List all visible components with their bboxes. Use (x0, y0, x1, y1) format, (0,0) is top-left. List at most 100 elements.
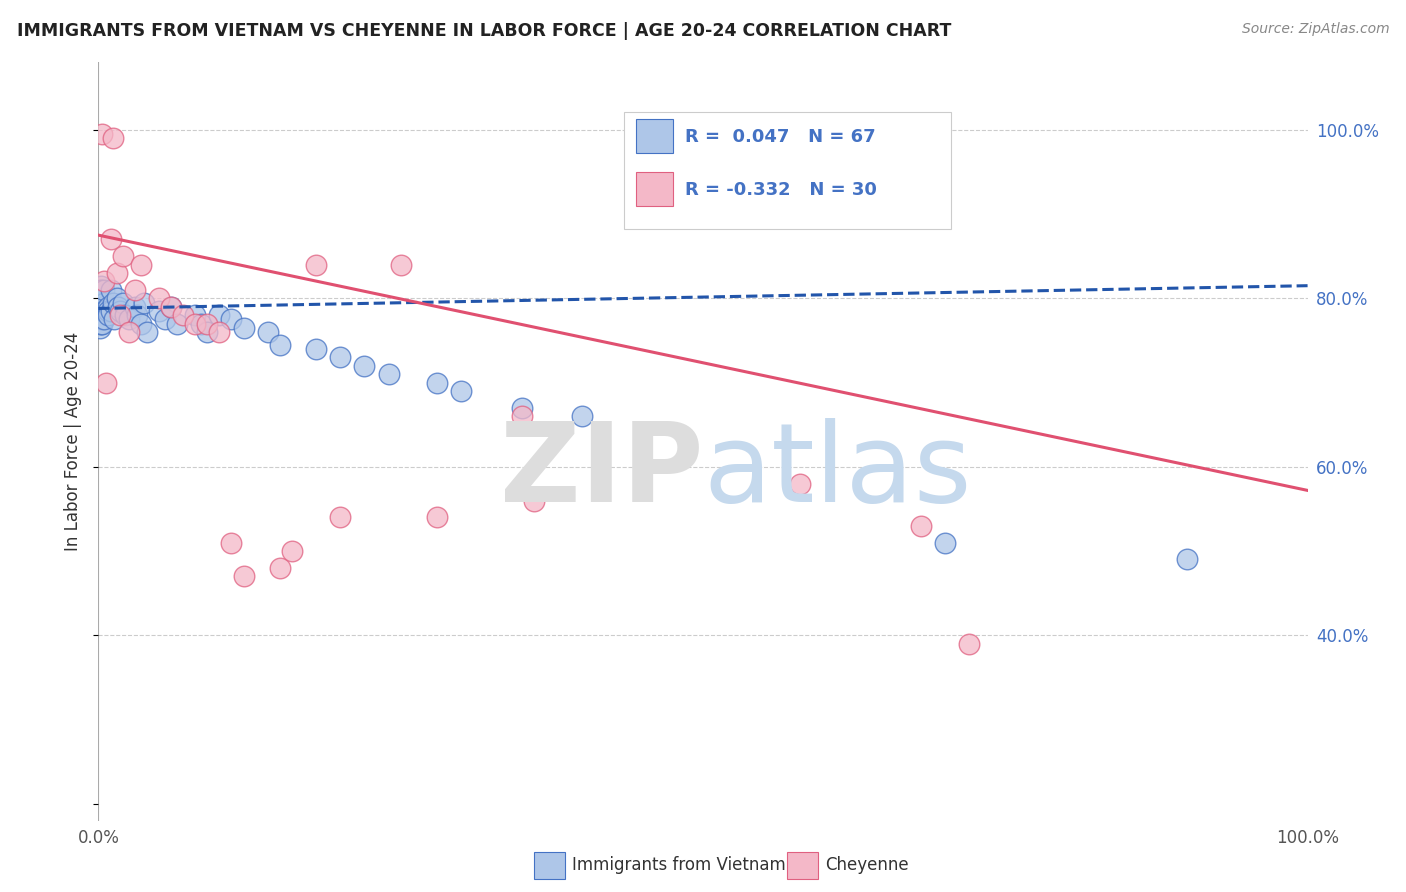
Point (281, 544, 304, 558)
Point (91, 127, 114, 141)
Point (90, 278, 112, 293)
Text: atlas: atlas (703, 418, 972, 525)
FancyBboxPatch shape (637, 172, 672, 206)
Point (100, 304, 122, 318)
Point (111, 249, 134, 263)
Point (1175, 552, 1198, 566)
Point (208, 325, 231, 339)
Point (957, 637, 980, 651)
Point (118, 312, 141, 326)
Point (127, 308, 149, 322)
Point (148, 291, 170, 305)
Point (111, 295, 134, 310)
Point (148, 304, 170, 318)
Point (89, 287, 111, 301)
Point (91, 317, 114, 331)
Point (89, 304, 111, 318)
Point (90, 308, 112, 322)
Point (90, 312, 112, 326)
Point (232, 569, 254, 583)
FancyBboxPatch shape (637, 120, 672, 153)
Point (103, 312, 125, 326)
Point (208, 308, 231, 322)
Point (97, 308, 120, 322)
Point (195, 317, 218, 331)
Point (118, 325, 141, 339)
Point (426, 510, 449, 524)
Point (195, 325, 218, 339)
Point (97, 304, 120, 318)
Point (91, 312, 114, 326)
Point (571, 409, 593, 424)
Point (101, 131, 124, 145)
Point (89, 283, 111, 297)
Point (934, 535, 956, 549)
Point (105, 291, 128, 305)
Point (160, 300, 183, 314)
Point (184, 308, 207, 322)
Point (232, 321, 254, 335)
Point (91, 304, 114, 318)
Point (100, 232, 122, 246)
Point (523, 493, 546, 508)
Point (269, 561, 291, 575)
Text: ZIP: ZIP (499, 418, 703, 525)
Point (221, 535, 243, 549)
Point (105, 266, 128, 280)
Point (184, 317, 207, 331)
Point (93, 295, 115, 310)
Point (426, 376, 449, 390)
Text: Source: ZipAtlas.com: Source: ZipAtlas.com (1241, 22, 1389, 37)
Point (329, 351, 352, 365)
Point (124, 300, 146, 314)
Point (89, 317, 111, 331)
Point (90, 283, 112, 297)
Point (305, 342, 328, 356)
Point (89, 312, 111, 326)
Text: Cheyenne: Cheyenne (825, 856, 908, 874)
Point (305, 258, 328, 272)
Point (90, 295, 112, 310)
Point (90, 317, 112, 331)
Point (129, 258, 152, 272)
Point (221, 312, 243, 326)
Point (190, 317, 212, 331)
Y-axis label: In Labor Force | Age 20-24: In Labor Force | Age 20-24 (65, 332, 83, 551)
Point (910, 518, 932, 533)
Point (90, 304, 112, 318)
Point (377, 367, 399, 381)
Text: IMMIGRANTS FROM VIETNAM VS CHEYENNE IN LABOR FORCE | AGE 20-24 CORRELATION CHART: IMMIGRANTS FROM VIETNAM VS CHEYENNE IN L… (17, 22, 952, 40)
Point (269, 337, 291, 351)
Point (107, 300, 129, 314)
Point (510, 401, 533, 415)
Point (94, 376, 117, 390)
Point (134, 295, 156, 310)
Point (89, 300, 111, 314)
Point (114, 308, 136, 322)
Point (89, 295, 111, 310)
Point (166, 317, 188, 331)
Point (93, 275, 115, 289)
Point (89, 308, 111, 322)
Point (329, 510, 352, 524)
Point (172, 308, 194, 322)
Point (153, 312, 176, 326)
Point (90, 300, 112, 314)
Point (91, 308, 114, 322)
Point (510, 409, 533, 424)
Point (100, 283, 122, 297)
Point (450, 384, 472, 398)
Point (97, 300, 120, 314)
Point (256, 325, 278, 339)
Point (160, 300, 183, 314)
Point (129, 317, 152, 331)
Point (124, 283, 146, 297)
Point (353, 359, 375, 373)
FancyBboxPatch shape (624, 112, 950, 229)
Point (789, 476, 811, 491)
Point (93, 304, 115, 318)
Point (93, 283, 115, 297)
Point (101, 295, 124, 310)
Text: R = -0.332   N = 30: R = -0.332 N = 30 (685, 181, 877, 199)
Point (389, 258, 412, 272)
